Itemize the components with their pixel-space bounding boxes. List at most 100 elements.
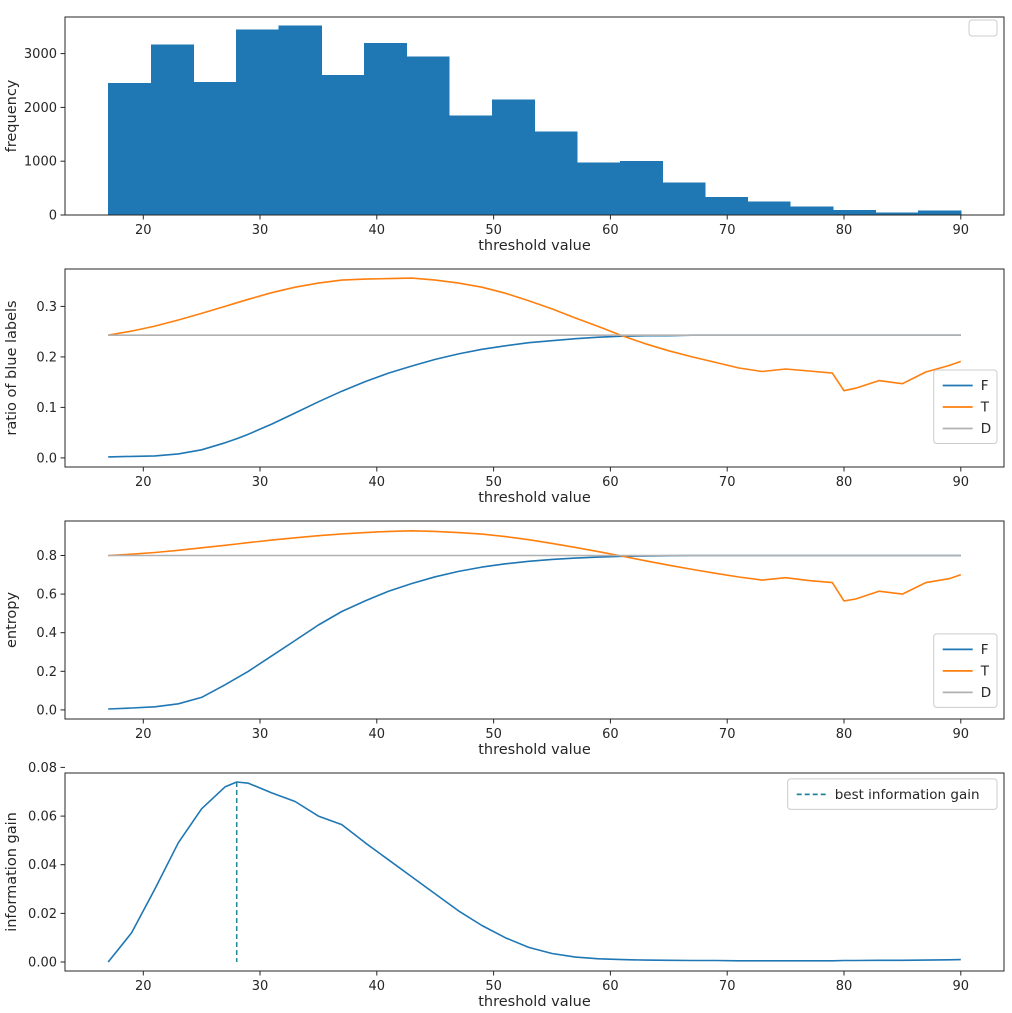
histogram-bar: [364, 42, 408, 215]
histogram-bar: [747, 201, 791, 215]
x-tick-label: 50: [485, 979, 502, 994]
plot-area: [108, 25, 962, 216]
histogram-bar: [619, 161, 663, 215]
x-tick-label: 50: [485, 727, 502, 742]
histogram-bar: [236, 29, 280, 216]
y-tick-label: 1000: [24, 155, 57, 170]
y-axis-label: frequency: [4, 79, 20, 152]
series-information-gain: [107, 781, 961, 963]
ratio-of-blue-labels-chart: 20 30 40 50 60 70 80 90 0.0 0.1 0.2 0.3 threshold va…: [0, 257, 1012, 509]
histogram-bar: [875, 212, 919, 215]
x-tick-label: 80: [836, 727, 853, 742]
x-tick-label: 90: [953, 475, 970, 490]
x-tick-label: 40: [369, 979, 386, 994]
series-F: [108, 334, 961, 458]
series-F: [108, 554, 961, 710]
legend: [968, 19, 998, 37]
x-tick-label: 80: [836, 979, 853, 994]
y-tick-label: 2000: [24, 101, 57, 116]
x-tick-label: 20: [135, 475, 152, 490]
y-tick-label: 0.1: [36, 401, 57, 416]
y-tick-label: 0: [49, 209, 57, 224]
x-tick-label: 90: [953, 979, 970, 994]
entropy-chart: 20 30 40 50 60 70 80 90 0.0 0.2 0.4 0.6 0.8 threshold…: [0, 509, 1012, 761]
x-tick-label: 30: [252, 979, 269, 994]
histogram-bar: [449, 115, 493, 215]
histogram-bar: [108, 83, 152, 215]
legend-label: best information gain: [835, 787, 980, 803]
x-tick-label: 20: [135, 727, 152, 742]
histogram-bar: [832, 210, 876, 215]
y-axis-label: information gain: [4, 812, 20, 932]
histogram-bar: [662, 182, 706, 215]
axes-spines: [64, 520, 1005, 720]
legend-label: T: [980, 400, 990, 416]
legend-box: [968, 19, 998, 37]
x-tick-label: 70: [719, 727, 736, 742]
histogram-chart: 20 30 40 50 60 70 80 90 0 1000 2000 3000 threshold v…: [0, 5, 1012, 257]
legend-label: F: [981, 378, 989, 394]
information-gain-chart: 20 30 40 50 60 70 80 90 0.00 0.02 0.04 0.06 0.08 thre…: [0, 761, 1012, 1013]
y-tick-label: 0.3: [36, 300, 57, 315]
series-T: [108, 277, 962, 392]
x-tick-label: 70: [719, 475, 736, 490]
y-axis-label: ratio of blue labels: [4, 300, 20, 435]
axes-spines: [64, 772, 1005, 972]
y-tick-label: 0.2: [36, 350, 57, 365]
legend-box: [787, 778, 998, 810]
x-tick-label: 70: [719, 223, 736, 238]
y-tick-label: 0.0: [36, 703, 57, 718]
x-tick-label: 80: [836, 223, 853, 238]
histogram-bar: [534, 131, 578, 215]
x-tick-label: 30: [252, 475, 269, 490]
x-axis-label: threshold value: [478, 742, 591, 758]
x-tick-label: 30: [252, 223, 269, 238]
series-T: [108, 530, 962, 602]
x-tick-label: 60: [602, 727, 619, 742]
axes-spines: [64, 16, 1005, 216]
y-tick-label: 0.8: [36, 549, 57, 564]
legend-label: T: [980, 663, 990, 679]
x-tick-label: 50: [485, 223, 502, 238]
legend: FTD: [933, 633, 998, 708]
x-tick-label: 20: [135, 223, 152, 238]
x-tick-label: 20: [135, 979, 152, 994]
x-tick-label: 60: [602, 223, 619, 238]
x-tick-label: 50: [485, 475, 502, 490]
legend-label: D: [981, 421, 991, 437]
histogram-bar: [193, 82, 237, 215]
x-axis-label: threshold value: [478, 490, 591, 506]
y-tick-label: 0.08: [28, 761, 57, 776]
y-tick-label: 0.0: [36, 451, 57, 466]
x-tick-label: 40: [369, 475, 386, 490]
x-tick-label: 70: [719, 979, 736, 994]
y-tick-label: 0.02: [28, 907, 57, 922]
legend-label: F: [981, 642, 989, 658]
y-tick-label: 0.4: [36, 626, 57, 641]
legend: best information gain: [787, 778, 998, 810]
x-tick-label: 90: [953, 727, 970, 742]
x-axis-label: threshold value: [478, 994, 591, 1010]
axes-spines: [64, 268, 1005, 468]
y-tick-label: 0.06: [28, 810, 57, 825]
histogram-bar: [321, 75, 365, 215]
y-axis-label: entropy: [4, 592, 20, 649]
y-tick-label: 0.2: [36, 665, 57, 680]
x-tick-label: 30: [252, 727, 269, 742]
x-axis-label: threshold value: [478, 238, 591, 254]
x-tick-label: 40: [369, 223, 386, 238]
histogram-bar: [406, 56, 450, 215]
x-tick-label: 90: [953, 223, 970, 238]
y-tick-label: 0.04: [28, 858, 57, 873]
x-tick-label: 60: [602, 475, 619, 490]
y-tick-label: 0.6: [36, 588, 57, 603]
histogram-bar: [150, 44, 194, 216]
y-tick-label: 0.00: [28, 956, 57, 971]
legend: FTD: [933, 369, 998, 444]
histogram-bar: [278, 25, 322, 215]
histogram-bar: [577, 162, 621, 215]
x-tick-label: 60: [602, 979, 619, 994]
histogram-bar: [918, 210, 962, 215]
histogram-bar: [491, 99, 535, 215]
